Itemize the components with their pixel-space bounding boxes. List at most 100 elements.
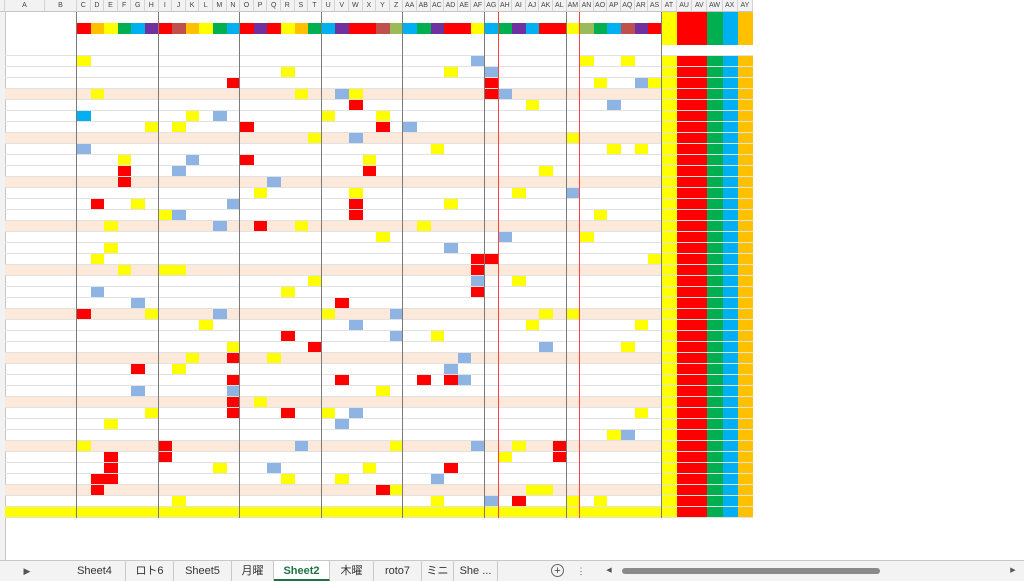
summary-cell[interactable] [707, 133, 723, 144]
summary-cell[interactable] [692, 474, 708, 485]
summary-cell[interactable] [661, 386, 677, 397]
number-cell[interactable] [335, 298, 349, 309]
number-cell[interactable] [349, 320, 363, 331]
number-header[interactable] [267, 23, 281, 34]
number-cell[interactable] [362, 155, 377, 166]
summary-cell[interactable] [737, 364, 753, 375]
summary-cell[interactable] [661, 199, 677, 210]
summary-cell[interactable] [722, 397, 738, 408]
summary-cell[interactable] [692, 276, 708, 287]
number-header[interactable] [362, 23, 377, 34]
summary-cell[interactable] [661, 133, 677, 144]
summary-cell[interactable] [707, 265, 723, 276]
number-header[interactable] [593, 23, 608, 34]
number-cell[interactable] [145, 408, 159, 419]
summary-cell[interactable] [707, 232, 723, 243]
number-cell[interactable] [376, 122, 390, 133]
summary-cell[interactable] [737, 243, 753, 254]
number-cell[interactable] [335, 375, 349, 386]
number-header[interactable] [566, 23, 581, 34]
spreadsheet-grid[interactable]: A B C D E F G H I J K L M N O P Q R S T U V W X Y Z AA AB AC AD AE AF AG… [0, 0, 1024, 560]
summary-cell[interactable] [677, 111, 693, 122]
number-cell[interactable] [294, 221, 309, 232]
summary-cell[interactable] [737, 507, 753, 518]
number-cell[interactable] [621, 56, 635, 67]
number-header[interactable] [485, 23, 499, 34]
number-cell[interactable] [444, 375, 458, 386]
summary-cell[interactable] [722, 243, 738, 254]
summary-cell[interactable] [737, 474, 753, 485]
summary-cell[interactable] [692, 408, 708, 419]
column-header[interactable]: I [158, 0, 173, 12]
summary-cell[interactable] [692, 155, 708, 166]
number-cell[interactable] [417, 375, 431, 386]
summary-cell[interactable] [692, 56, 708, 67]
summary-cell[interactable] [737, 232, 753, 243]
number-cell[interactable] [485, 89, 499, 100]
summary-cell[interactable] [707, 452, 723, 463]
summary-cell[interactable] [677, 507, 693, 518]
summary-cell[interactable] [661, 56, 677, 67]
number-cell[interactable] [430, 331, 445, 342]
summary-cell[interactable] [737, 199, 753, 210]
number-header[interactable] [90, 23, 105, 34]
number-cell[interactable] [145, 309, 159, 320]
summary-header-label[interactable] [738, 16, 753, 27]
summary-cell[interactable] [707, 78, 723, 89]
number-cell[interactable] [131, 364, 145, 375]
prime-marker[interactable] [295, 12, 309, 23]
column-header[interactable]: D [90, 0, 105, 12]
number-cell[interactable] [104, 419, 118, 430]
summary-cell[interactable] [737, 56, 753, 67]
summary-cell[interactable] [722, 331, 738, 342]
summary-cell[interactable] [692, 188, 708, 199]
number-cell[interactable] [349, 100, 363, 111]
number-header[interactable] [294, 23, 309, 34]
summary-cell[interactable] [737, 419, 753, 430]
summary-cell[interactable] [661, 243, 677, 254]
number-cell[interactable] [172, 496, 186, 507]
summary-cell[interactable] [707, 67, 723, 78]
summary-cell[interactable] [677, 397, 693, 408]
number-cell[interactable] [498, 452, 513, 463]
sheet-tab[interactable]: Sheet5 [174, 561, 232, 581]
number-header[interactable] [308, 23, 322, 34]
number-cell[interactable] [172, 122, 186, 133]
summary-cell[interactable] [677, 254, 693, 265]
prime-marker[interactable] [648, 12, 662, 23]
summary-cell[interactable] [707, 485, 723, 496]
summary-cell[interactable] [661, 353, 677, 364]
number-cell[interactable] [267, 353, 281, 364]
number-header[interactable] [321, 23, 336, 34]
summary-cell[interactable] [692, 342, 708, 353]
number-cell[interactable] [294, 441, 309, 452]
summary-cell[interactable] [692, 177, 708, 188]
number-header[interactable] [580, 23, 594, 34]
number-cell[interactable] [389, 485, 404, 496]
summary-cell[interactable] [677, 155, 693, 166]
summary-cell[interactable] [692, 67, 708, 78]
column-header[interactable]: AF [471, 0, 485, 12]
summary-cell[interactable] [707, 122, 723, 133]
number-cell[interactable] [566, 309, 581, 320]
number-cell[interactable] [457, 375, 472, 386]
column-header[interactable]: E [104, 0, 118, 12]
number-cell[interactable] [213, 111, 227, 122]
summary-cell[interactable] [722, 320, 738, 331]
number-cell[interactable] [335, 419, 349, 430]
number-cell[interactable] [145, 122, 159, 133]
summary-cell[interactable] [722, 122, 738, 133]
number-header[interactable] [417, 23, 431, 34]
summary-cell[interactable] [661, 221, 677, 232]
column-header[interactable]: N [226, 0, 241, 12]
summary-cell[interactable] [707, 408, 723, 419]
summary-cell[interactable] [737, 188, 753, 199]
summary-cell[interactable] [692, 353, 708, 364]
summary-cell[interactable] [722, 309, 738, 320]
summary-cell[interactable] [692, 386, 708, 397]
number-header[interactable] [512, 23, 526, 34]
summary-cell[interactable] [722, 419, 738, 430]
sheet-tab[interactable]: roto7 [374, 561, 422, 581]
number-cell[interactable] [362, 463, 377, 474]
prime-marker[interactable] [485, 12, 499, 23]
